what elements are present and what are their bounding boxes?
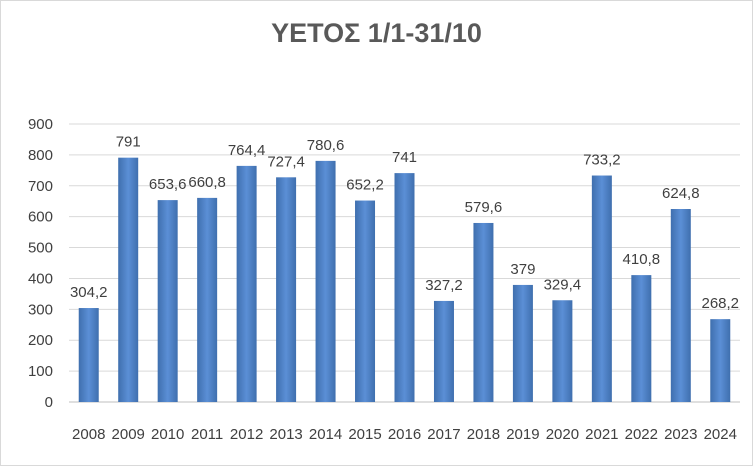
x-category-label: 2015 [348,426,381,443]
bar-2019 [512,284,533,402]
bar-2009 [118,157,139,402]
bar-2014 [315,160,336,402]
x-category-label: 2021 [585,426,618,443]
y-tick-label: 200 [28,332,53,349]
data-label-2013: 727,4 [267,153,305,170]
data-label-2015: 652,2 [346,177,384,194]
x-category-label: 2024 [704,426,737,443]
x-category-label: 2009 [112,426,145,443]
data-label-2014: 780,6 [307,137,345,154]
x-category-label: 2017 [427,426,460,443]
data-label-2008: 304,2 [70,284,108,301]
y-tick-label: 300 [28,301,53,318]
data-label-2011: 660,8 [188,174,226,191]
data-label-2012: 764,4 [228,142,266,159]
x-category-label: 2020 [546,426,579,443]
data-label-2009: 791 [116,134,141,151]
y-axis-ticks: 0 100 200 300 400 500 600 700 800 900 [28,116,53,411]
y-tick-label: 600 [28,209,53,226]
bar-2012 [236,165,257,402]
data-label-2024: 268,2 [701,295,739,312]
x-category-label: 2019 [506,426,539,443]
bar-2023 [670,209,691,402]
data-label-2020: 329,4 [544,276,582,293]
chart-title: ΥΕΤΟΣ 1/1-31/10 [271,18,482,48]
y-tick-label: 800 [28,147,53,164]
bar-2016 [394,173,415,402]
bar-2018 [473,222,494,402]
y-tick-label: 900 [28,116,53,133]
data-label-2016: 741 [392,149,417,166]
x-category-label: 2012 [230,426,263,443]
x-category-label: 2016 [388,426,421,443]
x-category-label: 2014 [309,426,342,443]
data-label-2018: 579,6 [465,199,503,216]
data-label-2021: 733,2 [583,152,621,169]
bar-2008 [78,308,99,402]
x-category-label: 2022 [625,426,658,443]
bar-2010 [157,200,178,402]
x-category-label: 2008 [72,426,105,443]
x-axis-categories: 2008 2009 2010 2011 2012 2013 2014 2015 2016 2017… [72,426,737,443]
data-label-2019: 379 [510,261,535,278]
y-tick-label: 100 [28,363,53,380]
y-tick-label: 0 [45,394,53,411]
bar-2022 [631,275,652,402]
x-category-label: 2010 [151,426,184,443]
data-label-2017: 327,2 [425,277,463,294]
bar-2024 [710,319,731,402]
y-tick-label: 500 [28,240,53,257]
bar-2015 [355,200,376,402]
x-category-label: 2013 [269,426,302,443]
data-label-2010: 653,6 [149,176,187,193]
x-category-label: 2023 [664,426,697,443]
bar-2021 [591,175,612,402]
y-tick-label: 400 [28,270,53,287]
y-tick-label: 700 [28,178,53,195]
bar-2017 [433,300,454,402]
data-label-2023: 624,8 [662,185,700,202]
bar-2020 [552,300,573,402]
bar-2011 [197,197,218,402]
x-category-label: 2011 [191,426,223,443]
data-label-2022: 410,8 [623,251,661,268]
x-category-label: 2018 [467,426,500,443]
bar-2013 [276,177,297,402]
bars [78,157,731,402]
